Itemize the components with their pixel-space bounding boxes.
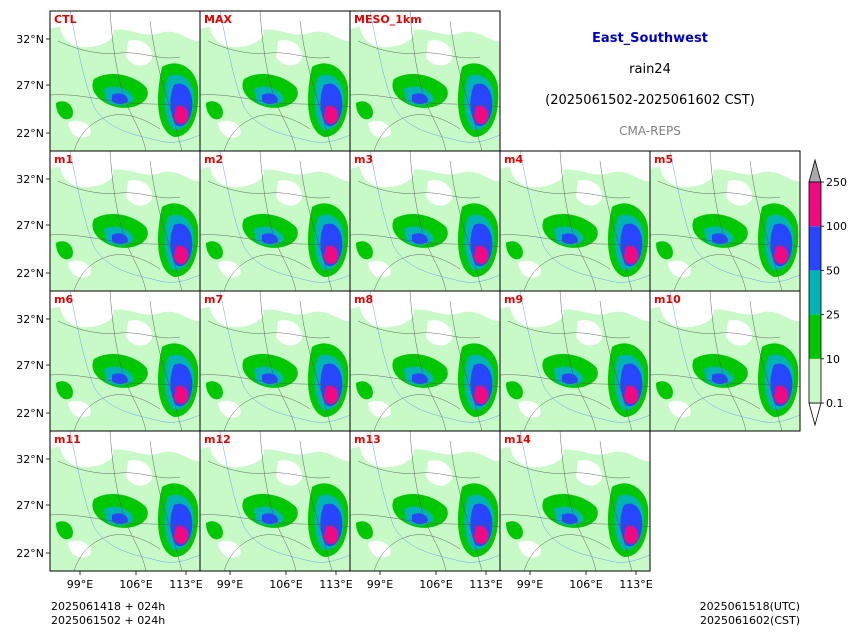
panel-label: m11 bbox=[54, 433, 81, 446]
lon-tick-label: 106°E bbox=[119, 578, 152, 591]
colorbar-segment bbox=[809, 314, 821, 359]
lat-tick-label: 27°N bbox=[16, 499, 44, 512]
lon-tick-label: 113°E bbox=[469, 578, 502, 591]
panel-label: CTL bbox=[54, 13, 77, 26]
valid-time-cst: 2025061602(CST) bbox=[700, 614, 800, 627]
map-panel-m9: m9 bbox=[499, 290, 651, 432]
map-panel-MAX: MAX bbox=[199, 10, 351, 152]
panel-label: m8 bbox=[354, 293, 373, 306]
map-panels: CTL MAX MESO_1km m1 m2 m3 m4 m5 m6 m7 m8 m9 m10 m11 m1… bbox=[49, 10, 801, 572]
colorbar-label: 10 bbox=[826, 353, 840, 366]
lat-tick-label: 32°N bbox=[16, 173, 44, 186]
map-panel-m1: m1 bbox=[49, 150, 201, 292]
region-title: East_Southwest bbox=[592, 31, 708, 46]
map-panel-m5: m5 bbox=[649, 150, 801, 292]
panel-label: m12 bbox=[204, 433, 231, 446]
map-panel-CTL: CTL bbox=[49, 10, 201, 152]
colorbar-label: 25 bbox=[826, 309, 840, 322]
lat-tick-label: 22°N bbox=[16, 407, 44, 420]
map-panel-m6: m6 bbox=[49, 290, 201, 432]
lon-tick-label: 106°E bbox=[569, 578, 602, 591]
lat-tick-label: 22°N bbox=[16, 127, 44, 140]
panel-label: m14 bbox=[504, 433, 531, 446]
init-time-cst: 2025061502 + 024h bbox=[51, 614, 165, 627]
latitude-labels: 32°N 27°N 22°N 32°N 27°N 22°N 32°N 27°N 22°N 32°N… bbox=[16, 33, 50, 560]
map-panel-m14: m14 bbox=[499, 430, 651, 572]
lon-tick-label: 113°E bbox=[169, 578, 202, 591]
longitude-labels: 99°E 106°E 113°E 99°E 106°E 113°E 99°E 106°E 113… bbox=[67, 571, 653, 591]
panel-label: m5 bbox=[654, 153, 673, 166]
lat-tick-label: 32°N bbox=[16, 453, 44, 466]
lat-tick-label: 27°N bbox=[16, 79, 44, 92]
map-panel-m12: m12 bbox=[199, 430, 351, 572]
map-panel-m3: m3 bbox=[349, 150, 501, 292]
panel-label: m13 bbox=[354, 433, 381, 446]
lon-tick-label: 113°E bbox=[319, 578, 352, 591]
map-panel-m10: m10 bbox=[649, 290, 801, 432]
map-panel-m13: m13 bbox=[349, 430, 501, 572]
variable-name: rain24 bbox=[629, 62, 671, 77]
colorbar-segment bbox=[809, 182, 821, 227]
panel-label: MESO_1km bbox=[354, 13, 422, 26]
colorbar-over-arrow bbox=[808, 158, 822, 183]
panel-label: MAX bbox=[204, 13, 232, 26]
map-panel-m2: m2 bbox=[199, 150, 351, 292]
panel-label: m6 bbox=[54, 293, 73, 306]
lat-tick-label: 22°N bbox=[16, 547, 44, 560]
colorbar-segment bbox=[809, 226, 821, 271]
lon-tick-label: 99°E bbox=[217, 578, 243, 591]
lon-tick-label: 99°E bbox=[67, 578, 93, 591]
lat-tick-label: 32°N bbox=[16, 313, 44, 326]
map-panel-m8: m8 bbox=[349, 290, 501, 432]
panel-label: m1 bbox=[54, 153, 73, 166]
map-panel-m4: m4 bbox=[499, 150, 651, 292]
lat-tick-label: 22°N bbox=[16, 267, 44, 280]
init-time-utc: 2025061418 + 024h bbox=[51, 600, 165, 613]
colorbar-segment bbox=[809, 358, 821, 403]
colorbar-label: 0.1 bbox=[826, 397, 844, 410]
panel-label: m2 bbox=[204, 153, 223, 166]
model-name: CMA-REPS bbox=[619, 124, 681, 138]
colorbar: 0.1 10 25 50 100 250 bbox=[808, 158, 847, 427]
map-panel-m7: m7 bbox=[199, 290, 351, 432]
colorbar-under-arrow bbox=[808, 402, 822, 427]
colorbar-segment bbox=[809, 270, 821, 315]
lat-tick-label: 27°N bbox=[16, 359, 44, 372]
lon-tick-label: 99°E bbox=[517, 578, 543, 591]
map-panel-m11: m11 bbox=[49, 430, 201, 572]
colorbar-label: 50 bbox=[826, 264, 840, 277]
panel-label: m3 bbox=[354, 153, 373, 166]
panel-label: m4 bbox=[504, 153, 523, 166]
valid-time-utc: 2025061518(UTC) bbox=[700, 600, 800, 613]
colorbar-label: 250 bbox=[826, 176, 847, 189]
lat-tick-label: 32°N bbox=[16, 33, 44, 46]
lon-tick-label: 99°E bbox=[367, 578, 393, 591]
map-panel-MESO_1km: MESO_1km bbox=[349, 10, 501, 152]
lat-tick-label: 27°N bbox=[16, 219, 44, 232]
lon-tick-label: 106°E bbox=[419, 578, 452, 591]
colorbar-label: 100 bbox=[826, 220, 847, 233]
panel-label: m7 bbox=[204, 293, 223, 306]
lon-tick-label: 113°E bbox=[619, 578, 652, 591]
panel-label: m10 bbox=[654, 293, 681, 306]
panel-label: m9 bbox=[504, 293, 523, 306]
period-text: (2025061502-2025061602 CST) bbox=[545, 93, 755, 108]
lon-tick-label: 106°E bbox=[269, 578, 302, 591]
